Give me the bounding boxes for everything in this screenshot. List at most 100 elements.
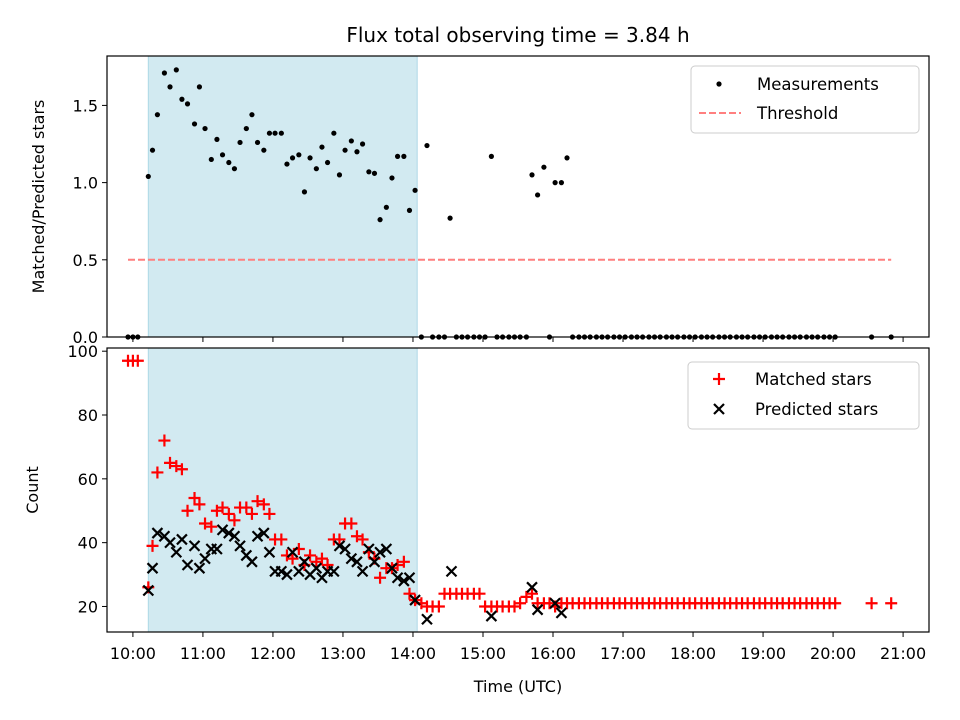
- predicted-star-point: [445, 565, 458, 578]
- matched-star-point: [304, 549, 317, 562]
- measurement-point: [161, 70, 168, 76]
- legend-predicted-marker: [713, 403, 725, 415]
- measurement-point: [389, 175, 395, 181]
- measurement-point: [424, 142, 430, 149]
- predicted-star-point: [310, 562, 323, 574]
- predicted-star-point: [216, 524, 229, 536]
- legend-matched-marker: [713, 373, 725, 385]
- measurement-point: [184, 101, 191, 107]
- matched-star-point: [205, 520, 218, 533]
- count-legend-box: [687, 361, 920, 430]
- matched-star-point: [188, 491, 201, 504]
- predicted-star-point: [211, 543, 223, 555]
- measurement-point: [558, 180, 565, 186]
- count-legend: Matched stars Predicted stars: [687, 361, 920, 430]
- ratio-axes-frame: [106, 55, 930, 338]
- measurement-point: [272, 130, 278, 136]
- predicted-star-point: [555, 607, 568, 619]
- predicted-star-point: [351, 556, 363, 568]
- measurement-point: [529, 172, 535, 178]
- measurement-point: [289, 155, 296, 161]
- predicted-star-point: [228, 530, 241, 543]
- matched-star-point: [275, 533, 288, 546]
- measurement-point: [371, 170, 378, 176]
- measurement-point: [296, 152, 302, 158]
- predicted-star-point: [421, 613, 433, 626]
- legend-threshold-label: Threshold: [756, 104, 838, 123]
- y-tick-label: 1.5: [73, 96, 98, 115]
- matched-star-point: [164, 456, 177, 469]
- predicted-star-point: [374, 546, 386, 559]
- matched-star-point: [228, 514, 241, 527]
- matched-star-point: [526, 587, 539, 600]
- legend-matched-label: Matched stars: [755, 370, 872, 389]
- y-tick-label: 20: [78, 597, 98, 616]
- ratio-axis-ticks: 0.0 0.5 1.0 1.5: [73, 96, 904, 347]
- matched-star-point: [865, 597, 878, 610]
- predicted-star-point: [142, 584, 155, 597]
- matched-star-point: [315, 552, 328, 565]
- y-tick-label: 0.0: [73, 328, 98, 347]
- measurement-point: [208, 156, 214, 163]
- count-y-axis-label: Count: [23, 466, 42, 514]
- y-tick-label: 60: [78, 470, 98, 489]
- matched-star-point: [199, 517, 212, 530]
- matched-star-point: [158, 434, 171, 447]
- y-tick-label: 1.0: [73, 174, 98, 193]
- y-tick-label: 0.5: [73, 251, 98, 270]
- measurement-point: [412, 187, 418, 193]
- matched-star-point: [829, 597, 842, 610]
- count-x-axis-label: Time (UTC): [473, 677, 562, 696]
- y-tick-label: 40: [78, 534, 98, 553]
- predicted-star-point: [380, 543, 393, 555]
- matched-star-point: [222, 507, 235, 520]
- predicted-star-point: [368, 556, 381, 568]
- predicted-star-point: [234, 540, 246, 552]
- legend-measurements-marker: [716, 81, 722, 87]
- measurement-point: [377, 217, 383, 223]
- measurement-point: [307, 155, 313, 161]
- measurement-point: [552, 180, 558, 186]
- measurement-point: [284, 161, 290, 167]
- measurement-point: [541, 164, 547, 170]
- x-tick-label: 17:00: [600, 644, 646, 663]
- measurement-point: [488, 153, 494, 159]
- x-tick-label: 19:00: [740, 644, 786, 663]
- predicted-star-point: [339, 543, 351, 555]
- predicted-star-point: [333, 540, 346, 552]
- figure-title: Flux total observing time = 3.84 h: [346, 23, 689, 47]
- predicted-star-point: [293, 565, 305, 578]
- matched-star-point: [257, 498, 270, 511]
- predicted-star-point: [386, 562, 398, 574]
- x-tick-label: 12:00: [250, 644, 296, 663]
- x-tick-label: 16:00: [530, 644, 576, 663]
- predicted-star-point: [188, 540, 201, 552]
- predicted-star-point: [485, 610, 498, 622]
- legend-predicted-label: Predicted stars: [755, 400, 878, 419]
- measurement-point: [173, 67, 179, 73]
- ratio-y-axis-label: Matched/Predicted stars: [29, 100, 48, 294]
- measurement-point: [331, 130, 337, 136]
- matched-star-point: [263, 507, 276, 520]
- measurement-point: [249, 112, 255, 118]
- matched-star-point: [216, 501, 229, 514]
- count-axes-frame: [106, 347, 930, 633]
- measurement-point: [231, 166, 238, 172]
- matched-star-point: [403, 587, 416, 600]
- matched-star-point: [151, 466, 164, 479]
- matched-star-point: [240, 501, 253, 514]
- measurement-point: [278, 130, 284, 136]
- predicted-star-point: [251, 530, 264, 543]
- predicted-star-point: [146, 562, 159, 574]
- matched-star-point: [374, 571, 387, 584]
- matched-star-point: [345, 517, 358, 530]
- measurement-point: [535, 192, 541, 198]
- observing-window-shade: [147, 55, 418, 338]
- x-tick-label: 10:00: [110, 644, 156, 663]
- matched-star-point: [432, 600, 445, 613]
- x-tick-label: 18:00: [670, 644, 716, 663]
- predicted-star-point: [223, 527, 235, 539]
- measurement-point: [301, 189, 308, 195]
- measurement-point: [348, 138, 354, 144]
